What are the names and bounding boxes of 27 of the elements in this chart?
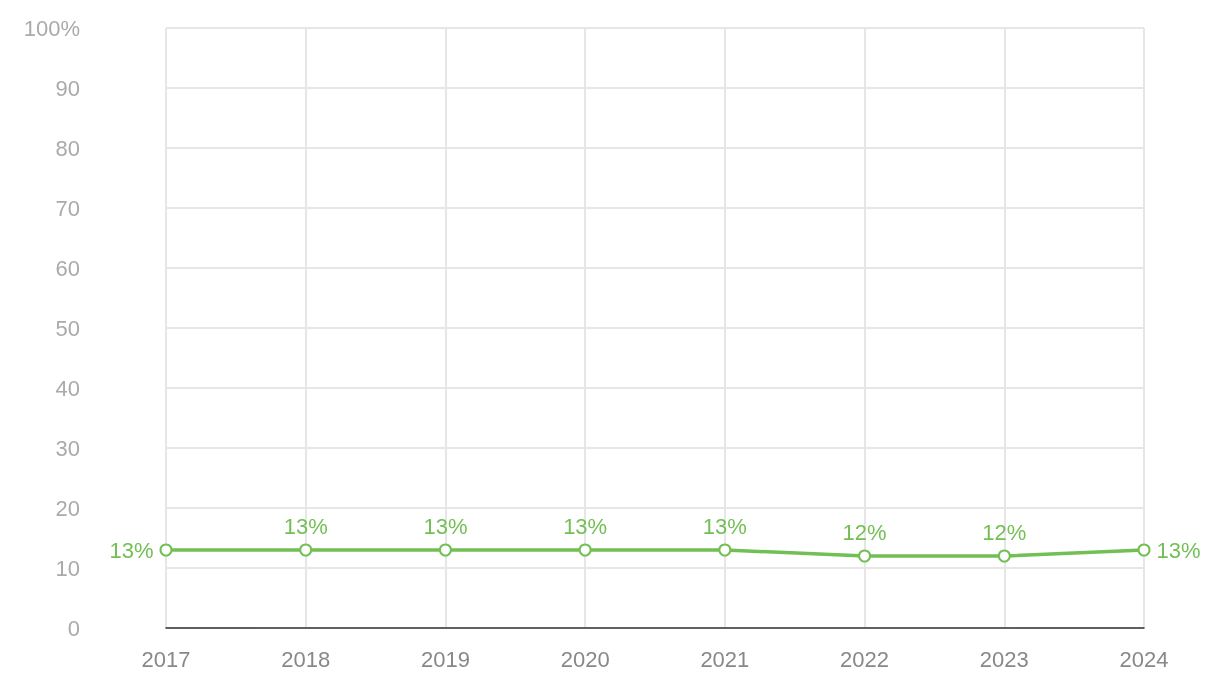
data-label: 13%: [563, 514, 608, 539]
x-tick-label: 2022: [840, 646, 890, 672]
y-tick-label: 60: [55, 255, 80, 281]
y-tick-label: 40: [55, 375, 80, 401]
y-tick-label: 80: [55, 135, 80, 161]
x-tick-label: 2018: [281, 646, 331, 672]
data-label: 13%: [702, 514, 747, 539]
y-tick-label: 20: [55, 495, 80, 521]
y-tick-label: 70: [55, 195, 80, 221]
y-tick-label: 0: [67, 615, 80, 641]
y-tick-label: 30: [55, 435, 80, 461]
data-label: 13%: [1156, 537, 1201, 563]
data-label: 13%: [109, 537, 154, 563]
data-label: 13%: [423, 514, 468, 539]
x-tick-label: 2024: [1119, 646, 1169, 672]
y-tick-label: 90: [55, 75, 80, 101]
data-label: 13%: [283, 514, 328, 539]
x-tick-label: 2017: [141, 646, 191, 672]
x-tick-label: 2019: [420, 646, 470, 672]
x-tick-label: 2021: [700, 646, 750, 672]
data-label: 12%: [982, 520, 1027, 545]
y-tick-label: 100%: [23, 15, 80, 41]
y-tick-label: 50: [55, 315, 80, 341]
x-tick-label: 2023: [979, 646, 1029, 672]
x-tick-label: 2020: [560, 646, 610, 672]
data-label: 12%: [842, 520, 887, 545]
y-tick-label: 10: [55, 555, 80, 581]
